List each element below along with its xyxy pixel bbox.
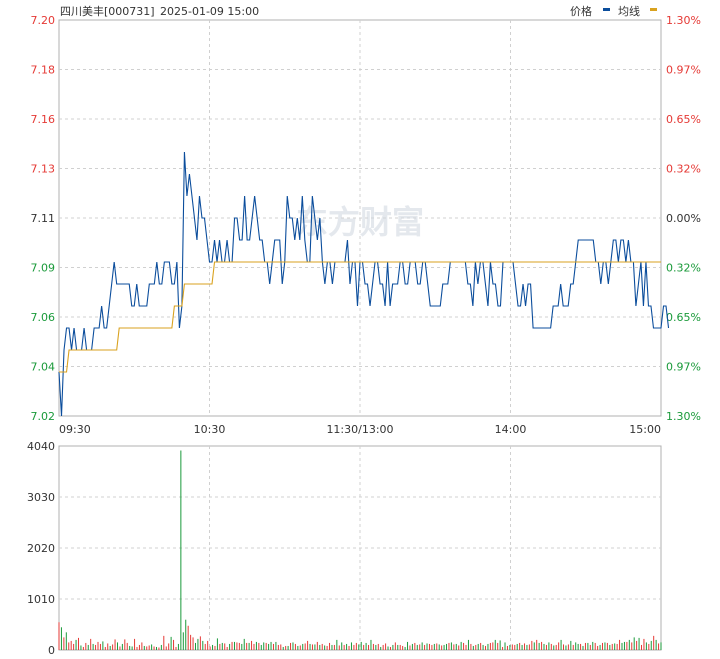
legend-price-label: 价格 (570, 4, 592, 18)
legend-price-swatch (603, 8, 610, 11)
datetime-label: 2025-01-09 15:00 (160, 5, 259, 18)
volume-y-tick-label: 3030 (27, 491, 55, 504)
legend-avg-swatch (650, 8, 657, 11)
volume-y-tick-label: 4040 (27, 440, 55, 453)
stock-label: 四川美丰[000731] (60, 5, 155, 18)
average-line (59, 261, 661, 373)
x-tick-label: 15:00 (629, 423, 661, 436)
pct-y-tick-label: 1.30% (666, 410, 701, 423)
price-line (58, 151, 670, 417)
price-y-tick-label: 7.11 (31, 212, 56, 225)
volume-y-tick-label: 2020 (27, 542, 55, 555)
price-y-tick-label: 7.04 (31, 361, 56, 374)
pct-y-tick-label: 0.65% (666, 311, 701, 324)
legend-avg-label: 均线 (618, 4, 640, 18)
pct-y-tick-label: 0.97% (666, 361, 701, 374)
price-y-tick-label: 7.09 (31, 262, 56, 275)
x-tick-label: 10:30 (194, 423, 226, 436)
pct-y-tick-label: 0.32% (666, 163, 701, 176)
price-y-tick-label: 7.02 (31, 410, 56, 423)
chart-header: 四川美丰[000731] 2025-01-09 15:00 价格 均线 (60, 4, 657, 18)
volume-panel: 4040 3030 2020 1010 0 (27, 440, 662, 657)
price-panel: 7.20 7.18 7.16 7.13 7.11 7.09 7.06 7.04 7.02 1.30… (31, 14, 701, 436)
pct-y-tick-label: 1.30% (666, 14, 701, 27)
volume-y-tick-label: 1010 (27, 593, 55, 606)
x-tick-label: 09:30 (59, 423, 91, 436)
pct-y-tick-label: 0.00% (666, 212, 701, 225)
x-tick-label: 11:30/13:00 (326, 423, 393, 436)
price-y-tick-label: 7.20 (31, 14, 56, 27)
watermark-text: 东方财富 (296, 203, 424, 241)
pct-y-tick-label: 0.65% (666, 113, 701, 126)
pct-y-tick-label: 0.97% (666, 64, 701, 77)
price-y-tick-label: 7.18 (31, 64, 56, 77)
pct-y-tick-label: 0.32% (666, 262, 701, 275)
price-y-tick-label: 7.13 (31, 163, 56, 176)
price-y-tick-label: 7.06 (31, 311, 56, 324)
price-y-tick-label: 7.16 (31, 113, 56, 126)
x-tick-label: 14:00 (495, 423, 527, 436)
volume-y-tick-label: 0 (48, 644, 55, 655)
